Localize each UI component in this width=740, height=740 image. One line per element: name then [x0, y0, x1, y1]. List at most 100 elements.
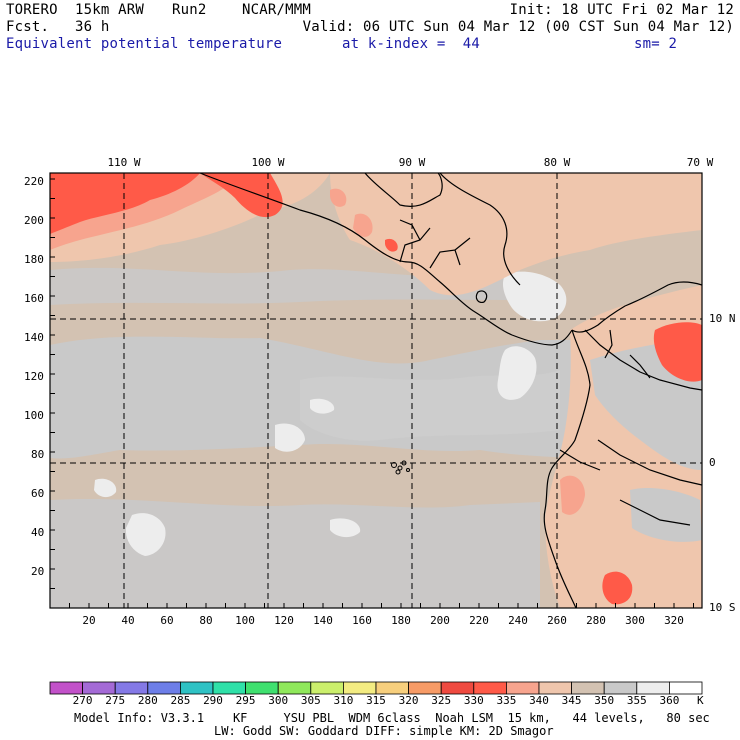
- colorbar-swatch: [571, 681, 605, 695]
- colorbar-level-label: 275: [105, 694, 126, 707]
- x-tick-label: 180: [391, 614, 411, 627]
- colorbar-swatch: [375, 681, 409, 695]
- colorbar-unit: K: [697, 694, 704, 707]
- x-tick-label: 300: [625, 614, 645, 627]
- lon-label: 100 W: [251, 156, 285, 169]
- field-region-340k: [50, 173, 330, 262]
- colorbar-swatch: [212, 681, 246, 695]
- colorbar-swatch: [114, 681, 149, 695]
- x-tick-label: 320: [664, 614, 684, 627]
- y-tick-label: 180: [24, 253, 44, 266]
- field-region-330k: [653, 322, 702, 382]
- colorbar-level-label: 330: [463, 694, 484, 707]
- colorbar-swatch: [538, 681, 572, 695]
- colorbar-swatch: [636, 681, 670, 695]
- y-tick-label: 220: [24, 175, 44, 188]
- field-region-350k: [50, 336, 702, 470]
- y-tick-label: 200: [24, 214, 44, 227]
- colorbar-level-label: 315: [366, 694, 386, 707]
- colorbar-swatch: [179, 681, 214, 695]
- model-name: TORERO: [6, 2, 58, 18]
- field-region-350k: [630, 488, 702, 542]
- colorbar-level-label: 360: [659, 694, 680, 707]
- field-region-355k: [125, 513, 166, 556]
- colorbar-swatch: [408, 681, 442, 695]
- field-region-350k: [590, 338, 702, 470]
- lat-label: 10 S: [709, 601, 736, 614]
- x-tick-label: 40: [121, 614, 135, 627]
- field-region-330k: [50, 173, 200, 234]
- colorbar-level-label: 310: [333, 694, 354, 707]
- map-background: [50, 173, 702, 608]
- x-tick-label: 220: [469, 614, 489, 627]
- x-tick-label: 120: [274, 614, 294, 627]
- lon-label: 110 W: [107, 156, 141, 169]
- colorbar-level-label: 305: [300, 694, 321, 707]
- init-time: Init: 18 UTC Fri 02 Mar 12: [509, 2, 734, 18]
- colorbar-swatch: [505, 681, 540, 695]
- field-region-340k: [330, 173, 702, 296]
- colorbar: [49, 681, 703, 695]
- lat-label: 10 N: [709, 312, 736, 325]
- colorbar-level-label: 300: [268, 694, 289, 707]
- map-frame: [49, 172, 703, 609]
- colorbar-swatch: [245, 681, 279, 695]
- model-info-line: Model Info: V3.3.1 KF YSU PBL WDM 6class…: [74, 711, 710, 725]
- smoothing-value: sm= 2: [634, 36, 678, 52]
- y-tick-label: 140: [24, 331, 44, 344]
- lon-label: 70 W: [686, 156, 714, 169]
- x-tick-label: 200: [430, 614, 450, 627]
- field-region-330k: [200, 173, 283, 218]
- colorbar-level-label: 335: [496, 694, 517, 707]
- y-tick-label: 60: [31, 487, 45, 500]
- x-tick-label: 160: [352, 614, 372, 627]
- run-label: Run2: [172, 2, 207, 18]
- field-name: Equivalent potential temperature: [6, 36, 283, 52]
- field-region-330k: [385, 238, 398, 252]
- colorbar-swatch: [310, 681, 344, 695]
- forecast-hour: 36 h: [75, 19, 110, 35]
- colorbar-swatch: [82, 681, 116, 695]
- colorbar-level-label: 280: [137, 694, 158, 707]
- galapagos-islands: [391, 460, 410, 475]
- x-tick-label: 260: [547, 614, 567, 627]
- colorbar-swatch: [473, 681, 507, 695]
- field-region-335k: [330, 188, 347, 207]
- field-region-350k: [50, 498, 540, 608]
- y-tick-label: 120: [24, 370, 44, 383]
- coastlines: [199, 172, 703, 609]
- x-tick-label: 20: [82, 614, 96, 627]
- field-region-355k: [330, 518, 361, 538]
- forecast-label: Fcst.: [6, 19, 50, 35]
- lon-label: 80 W: [543, 156, 571, 169]
- valid-time: Valid: 06 UTC Sun 04 Mar 12 (00 CST Sun …: [302, 19, 734, 35]
- lon-label: 90 W: [398, 156, 426, 169]
- colorbar-swatch: [49, 681, 83, 695]
- colorbar-level-label: 295: [235, 694, 256, 707]
- field-region-355k: [497, 346, 537, 400]
- field-region-350k: [300, 370, 560, 441]
- colorbar-swatch: [342, 681, 377, 695]
- field-region-355k: [275, 423, 305, 452]
- colorbar-level-label: 325: [431, 694, 452, 707]
- x-tick-label: 140: [313, 614, 333, 627]
- x-tick-label: 80: [199, 614, 213, 627]
- y-tick-label: 100: [24, 409, 44, 422]
- colorbar-level-label: 290: [203, 694, 223, 707]
- field-region-340k: [545, 285, 702, 608]
- colorbar-level-label: 340: [529, 694, 549, 707]
- x-tick-label: 100: [235, 614, 255, 627]
- y-tick-label: 160: [24, 292, 44, 305]
- model-resolution: 15km ARW: [75, 2, 145, 18]
- field-region-355k: [310, 398, 335, 414]
- colorbar-level-label: 320: [398, 694, 419, 707]
- field-region-350k: [50, 267, 520, 305]
- x-tick-label: 60: [160, 614, 174, 627]
- colorbar-level-label: 350: [594, 694, 615, 707]
- colorbar-level-label: 355: [626, 694, 647, 707]
- field-region-335k: [353, 213, 373, 237]
- colorbar-swatch: [669, 681, 703, 695]
- colorbar-swatch: [440, 681, 475, 695]
- colorbar-swatch: [603, 681, 638, 695]
